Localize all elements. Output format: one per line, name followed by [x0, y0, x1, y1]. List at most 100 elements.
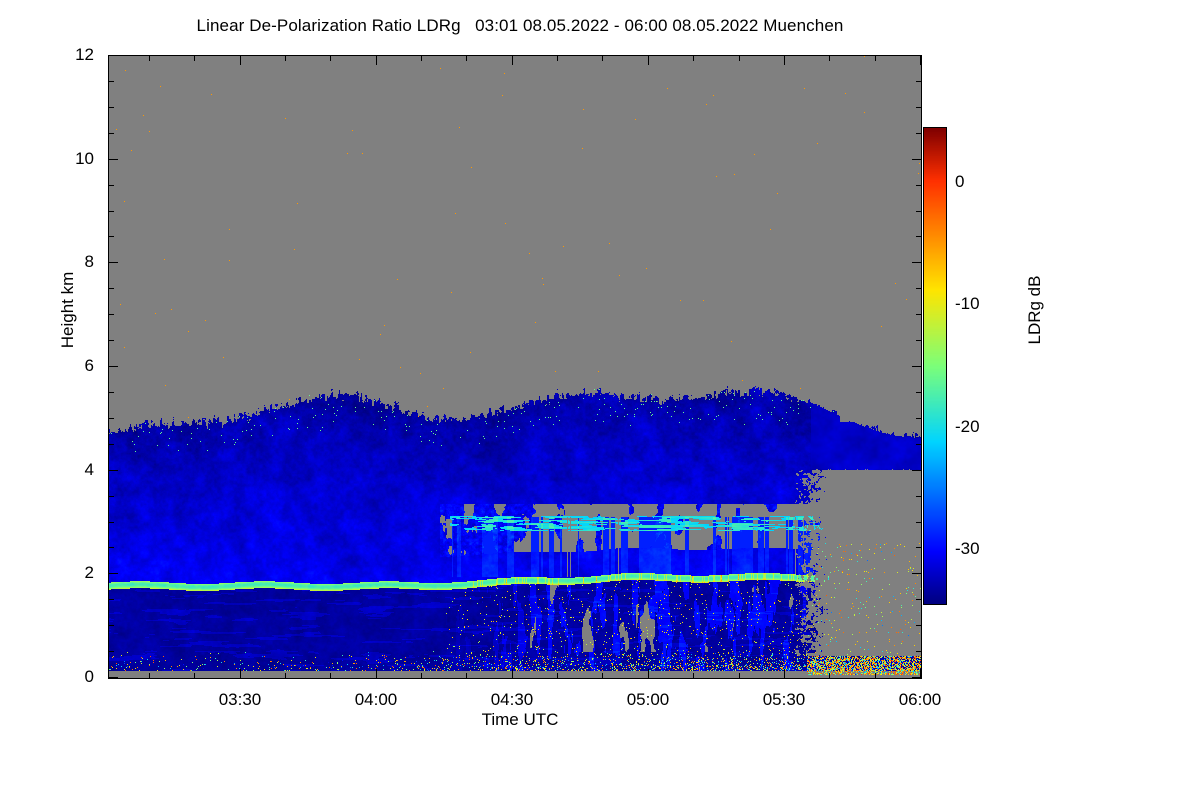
x-tick-minor: [557, 673, 558, 678]
y-tick-minor-right: [916, 522, 921, 523]
x-tick-minor-top: [693, 56, 694, 61]
y-tick-minor: [109, 392, 114, 393]
x-tick-label: 04:30: [490, 690, 534, 709]
radar-heatmap-canvas: [109, 56, 921, 678]
page-title: Linear De-Polarization Ratio LDRg 03:01 …: [196, 16, 844, 35]
x-tick-major-top: [240, 56, 241, 65]
x-tick-label: 06:00: [898, 690, 942, 709]
y-tick-major: [109, 470, 118, 471]
x-tick-minor-top: [875, 56, 876, 61]
x-tick-minor: [875, 673, 876, 678]
x-axis-label: Time UTC: [481, 710, 559, 729]
y-tick-major: [109, 262, 118, 263]
y-tick-minor: [109, 211, 114, 212]
x-tick-minor: [829, 673, 830, 678]
x-tick-minor-top: [739, 56, 740, 61]
y-tick-minor-right: [916, 340, 921, 341]
colorbar-tick-label: -20: [955, 417, 980, 436]
x-tick-minor-top: [149, 56, 150, 61]
y-tick-minor-right: [916, 81, 921, 82]
y-tick-label: 12: [75, 45, 94, 64]
y-tick-minor: [109, 547, 114, 548]
x-tick-minor: [330, 673, 331, 678]
y-tick-minor-right: [916, 314, 921, 315]
y-tick-minor: [109, 496, 114, 497]
y-tick-minor: [109, 625, 114, 626]
x-tick-minor: [194, 673, 195, 678]
y-tick-minor-right: [916, 392, 921, 393]
y-tick-label: 10: [75, 149, 94, 168]
y-tick-minor: [109, 236, 114, 237]
y-tick-minor-right: [916, 599, 921, 600]
x-tick-minor: [602, 673, 603, 678]
y-tick-label: 6: [84, 356, 94, 375]
y-tick-minor: [109, 81, 114, 82]
y-tick-minor: [109, 444, 114, 445]
y-tick-label: 2: [84, 563, 94, 582]
x-tick-minor-top: [330, 56, 331, 61]
colorbar-tick-label: -30: [955, 539, 980, 558]
x-tick-minor: [784, 673, 785, 678]
y-tick-minor: [109, 314, 114, 315]
x-tick-label: 04:00: [354, 690, 398, 709]
y-tick-minor: [109, 107, 114, 108]
y-tick-major-right: [912, 55, 921, 56]
y-tick-major: [109, 677, 118, 678]
y-tick-minor: [109, 288, 114, 289]
x-tick-minor-top: [557, 56, 558, 61]
y-tick-minor-right: [916, 133, 921, 134]
x-tick-minor-top: [829, 56, 830, 61]
x-tick-major: [376, 669, 377, 678]
y-tick-major: [109, 159, 118, 160]
y-tick-label: 4: [84, 460, 94, 479]
y-axis-label: Height km: [58, 271, 77, 349]
y-tick-minor: [109, 599, 114, 600]
x-tick-major: [512, 669, 513, 678]
y-tick-label: 8: [84, 252, 94, 271]
y-tick-minor: [109, 651, 114, 652]
y-tick-major-right: [912, 573, 921, 574]
y-tick-major-right: [912, 366, 921, 367]
y-tick-minor-right: [916, 107, 921, 108]
x-tick-minor-top: [194, 56, 195, 61]
y-tick-major: [109, 573, 118, 574]
y-tick-minor: [109, 185, 114, 186]
y-tick-major-right: [912, 262, 921, 263]
y-tick-major-right: [912, 159, 921, 160]
x-tick-minor: [149, 673, 150, 678]
plot-area: [108, 55, 922, 679]
y-tick-label: 0: [84, 667, 94, 686]
y-tick-minor: [109, 340, 114, 341]
colorbar-label: LDRg dB: [1025, 275, 1044, 345]
x-tick-major-top: [920, 56, 921, 65]
y-tick-minor-right: [916, 444, 921, 445]
x-tick-major-top: [648, 56, 649, 65]
x-tick-minor: [285, 673, 286, 678]
y-tick-minor-right: [916, 288, 921, 289]
colorbar-tick-label: 0: [955, 172, 965, 191]
y-tick-minor: [109, 133, 114, 134]
x-tick-minor: [693, 673, 694, 678]
y-tick-major-right: [912, 677, 921, 678]
colorbar-tick-label: -10: [955, 294, 980, 313]
y-tick-major: [109, 55, 118, 56]
y-tick-minor: [109, 522, 114, 523]
y-tick-major-right: [912, 470, 921, 471]
y-tick-minor-right: [916, 418, 921, 419]
x-tick-label: 03:30: [218, 690, 262, 709]
x-tick-label: 05:30: [762, 690, 806, 709]
colorbar-gradient: [923, 127, 947, 605]
y-tick-minor-right: [916, 625, 921, 626]
x-tick-minor-top: [784, 56, 785, 61]
y-tick-minor-right: [916, 236, 921, 237]
y-tick-minor-right: [916, 496, 921, 497]
x-tick-label: 05:00: [626, 690, 670, 709]
x-tick-minor: [466, 673, 467, 678]
x-tick-minor: [421, 673, 422, 678]
x-tick-minor-top: [602, 56, 603, 61]
y-tick-minor-right: [916, 651, 921, 652]
x-tick-major: [240, 669, 241, 678]
colorbar: [923, 127, 947, 605]
y-tick-minor-right: [916, 211, 921, 212]
